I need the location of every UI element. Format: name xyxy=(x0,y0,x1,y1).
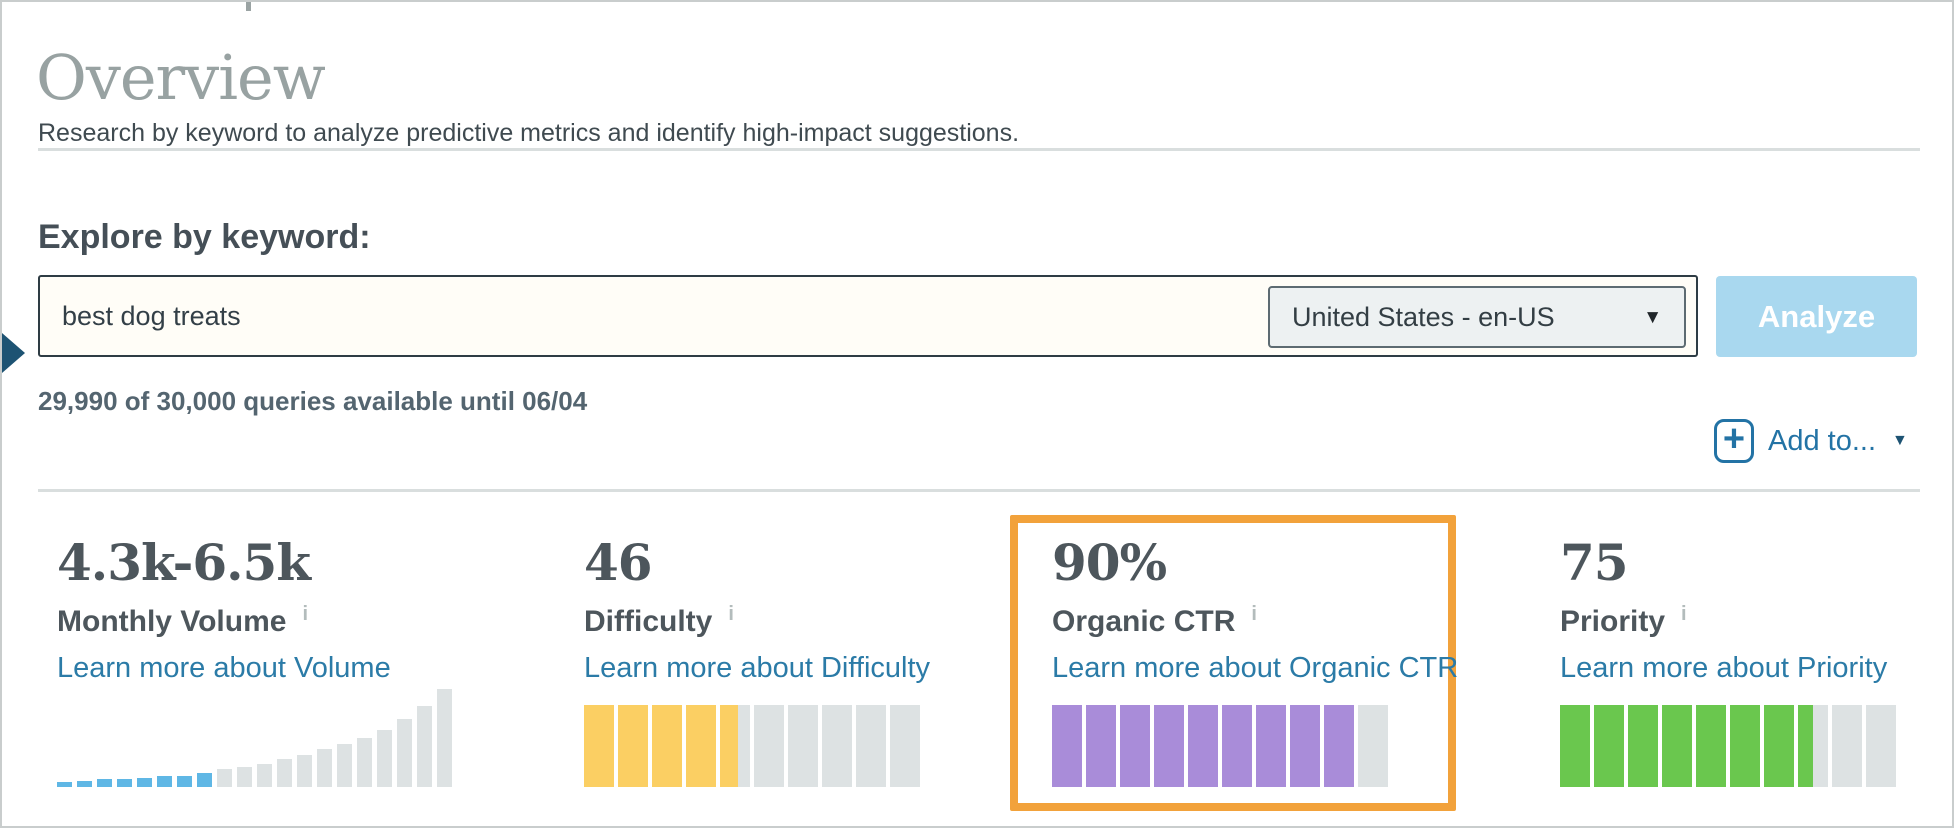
gauge-segment xyxy=(1188,705,1218,787)
gauge-segment xyxy=(1628,705,1658,787)
analyze-button[interactable]: Analyze xyxy=(1716,276,1917,357)
info-icon[interactable]: i xyxy=(1251,603,1257,625)
histogram-bar xyxy=(397,719,412,787)
histogram-bar xyxy=(377,730,392,787)
learn-more-difficulty-link[interactable]: Learn more about Difficulty xyxy=(584,652,931,684)
gauge-segment xyxy=(890,705,920,787)
gauge-segment xyxy=(1560,705,1590,787)
gauge-segment xyxy=(1120,705,1150,787)
gauge-segment xyxy=(1798,705,1828,787)
info-icon[interactable]: i xyxy=(728,603,734,625)
difficulty-gauge xyxy=(584,705,920,787)
histogram-bar xyxy=(137,778,152,787)
gauge-segment xyxy=(686,705,716,787)
gauge-segment xyxy=(1086,705,1116,787)
gauge-segment xyxy=(1324,705,1354,787)
difficulty-label: Difficulty xyxy=(584,605,713,638)
clipped-element-fragment xyxy=(246,2,251,11)
page-subtitle: Research by keyword to analyze predictiv… xyxy=(38,119,1020,147)
gauge-segment xyxy=(1256,705,1286,787)
info-icon[interactable]: i xyxy=(302,603,309,625)
monthly-volume-label: Monthly Volume xyxy=(57,605,287,638)
histogram-bar xyxy=(437,689,452,787)
histogram-bar xyxy=(337,744,352,787)
organic-ctr-label-row: Organic CTR i xyxy=(1052,603,1458,639)
gauge-segment xyxy=(618,705,648,787)
locale-select-value: United States - en-US xyxy=(1292,301,1555,332)
info-icon[interactable]: i xyxy=(1681,603,1687,625)
gauge-segment xyxy=(1696,705,1726,787)
histogram-bar xyxy=(237,767,252,787)
priority-value: 75 xyxy=(1560,533,1629,592)
query-quota-status: 29,990 of 30,000 queries available until… xyxy=(38,386,588,416)
metric-card-difficulty: 46 Difficulty i Learn more about Difficul… xyxy=(584,538,930,685)
gauge-segment xyxy=(1290,705,1320,787)
difficulty-value: 46 xyxy=(584,533,653,592)
analyze-button-label: Analyze xyxy=(1757,298,1876,334)
gauge-segment xyxy=(1662,705,1692,787)
gauge-segment xyxy=(1154,705,1184,787)
histogram-bar xyxy=(177,776,192,787)
histogram-bar xyxy=(157,776,172,787)
learn-more-priority-link[interactable]: Learn more about Priority xyxy=(1560,652,1888,684)
explore-by-keyword-heading: Explore by keyword: xyxy=(38,218,371,257)
learn-more-volume-link[interactable]: Learn more about Volume xyxy=(57,652,391,684)
add-to-button[interactable]: + Add to... ▼ xyxy=(1714,418,1908,464)
histogram-bar xyxy=(357,738,372,787)
histogram-bar xyxy=(317,749,332,787)
locale-select[interactable]: United States - en-US ▼ xyxy=(1268,286,1686,348)
histogram-bar xyxy=(277,759,292,787)
histogram-bar xyxy=(57,782,72,787)
metric-card-organic-ctr: 90% Organic CTR i Learn more about Organi… xyxy=(1052,538,1458,685)
monthly-volume-value: 4.3k-6.5k xyxy=(57,533,311,592)
histogram-bar xyxy=(297,755,312,787)
histogram-bar xyxy=(77,781,92,787)
page-title: Overview xyxy=(36,40,326,114)
left-edge-pointer-icon xyxy=(2,333,25,373)
gauge-segment xyxy=(1730,705,1760,787)
gauge-segment xyxy=(1594,705,1624,787)
monthly-volume-label-row: Monthly Volume i xyxy=(57,603,391,639)
gauge-segment xyxy=(1222,705,1252,787)
gauge-segment xyxy=(788,705,818,787)
gauge-segment xyxy=(1052,705,1082,787)
add-to-label: Add to... xyxy=(1768,424,1877,457)
gauge-segment xyxy=(1358,705,1388,787)
histogram-bar xyxy=(217,769,232,787)
gauge-segment xyxy=(584,705,614,787)
histogram-bar xyxy=(417,706,432,787)
metrics-divider xyxy=(38,489,1920,492)
gauge-segment xyxy=(822,705,852,787)
priority-gauge xyxy=(1560,705,1896,787)
gauge-segment xyxy=(856,705,886,787)
histogram-bar xyxy=(97,779,112,787)
gauge-segment xyxy=(1866,705,1896,787)
chevron-down-icon: ▼ xyxy=(1643,306,1662,328)
chevron-down-icon: ▼ xyxy=(1892,432,1908,449)
plus-icon: + xyxy=(1714,419,1754,463)
histogram-bar xyxy=(197,773,212,787)
volume-distribution-chart xyxy=(57,689,452,787)
difficulty-label-row: Difficulty i xyxy=(584,603,930,639)
gauge-segment xyxy=(652,705,682,787)
organic-ctr-value: 90% xyxy=(1052,533,1167,592)
priority-label-row: Priority i xyxy=(1560,603,1887,639)
histogram-bar xyxy=(117,779,132,787)
learn-more-organic-ctr-link[interactable]: Learn more about Organic CTR xyxy=(1052,652,1459,684)
gauge-segment xyxy=(1764,705,1794,787)
priority-label: Priority xyxy=(1560,605,1666,638)
organic-ctr-gauge xyxy=(1052,705,1388,787)
organic-ctr-label: Organic CTR xyxy=(1052,605,1236,638)
gauge-segment xyxy=(1832,705,1862,787)
gauge-segment xyxy=(754,705,784,787)
header-divider xyxy=(38,148,1920,151)
gauge-segment xyxy=(720,705,750,787)
histogram-bar xyxy=(257,764,272,787)
metric-card-monthly-volume: 4.3k-6.5k Monthly Volume i Learn more abo… xyxy=(57,538,391,685)
metric-card-priority: 75 Priority i Learn more about Priority xyxy=(1560,538,1887,685)
